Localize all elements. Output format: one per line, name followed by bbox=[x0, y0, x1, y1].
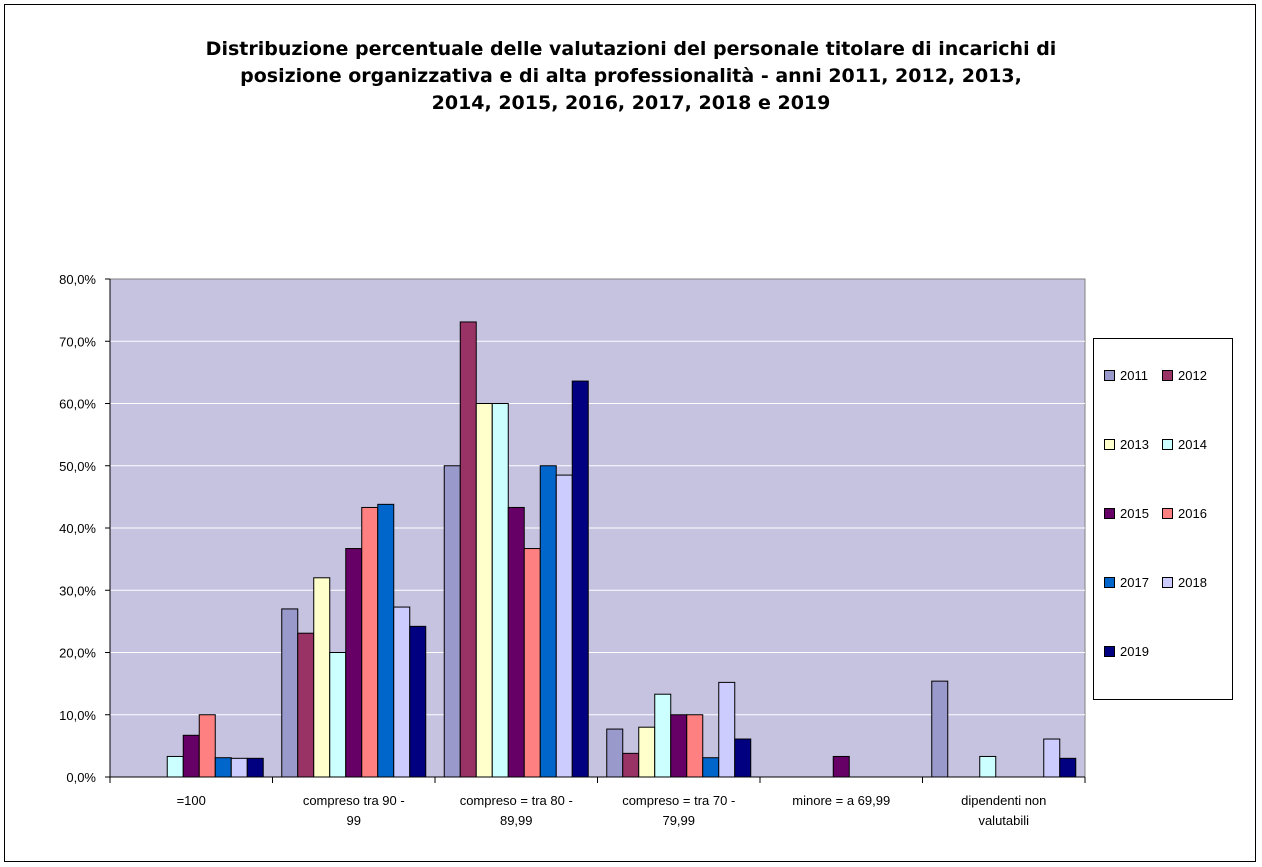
legend-item-2018: 2018 bbox=[1162, 575, 1207, 590]
legend-item-2019: 2019 bbox=[1104, 644, 1149, 659]
y-tick-label: 70,0% bbox=[59, 334, 96, 349]
bar-2016 bbox=[523, 548, 541, 778]
legend-label: 2019 bbox=[1120, 644, 1149, 659]
legend-swatch bbox=[1104, 577, 1115, 588]
legend: 2011 2012 2013 2014 2015 2016 2017 2018 2019 bbox=[1093, 338, 1233, 700]
bar-2019 bbox=[1059, 757, 1077, 778]
bar-2014 bbox=[979, 755, 997, 778]
bar-2018 bbox=[718, 681, 736, 778]
legend-label: 2012 bbox=[1178, 368, 1207, 383]
bar-2017 bbox=[539, 465, 557, 778]
bar-2016 bbox=[361, 506, 379, 778]
legend-swatch bbox=[1162, 439, 1173, 450]
legend-label: 2015 bbox=[1120, 506, 1149, 521]
chart-title: Distribuzione percentuale delle valutazi… bbox=[205, 38, 1057, 114]
bar-2017 bbox=[377, 503, 395, 778]
y-tick-label: 20,0% bbox=[59, 646, 96, 661]
bar-2011 bbox=[931, 680, 949, 778]
bars bbox=[166, 321, 1077, 778]
bar-2018 bbox=[230, 757, 248, 778]
y-tick-label: 10,0% bbox=[59, 708, 96, 723]
legend-swatch bbox=[1104, 508, 1115, 519]
y-tick-label: 80,0% bbox=[59, 272, 96, 287]
legend-item-2015: 2015 bbox=[1104, 506, 1149, 521]
x-tick-label: valutabili bbox=[978, 813, 1029, 828]
bar-2019 bbox=[571, 380, 589, 778]
x-axis: =100 compreso tra 90 - 99 compreso = tra 80… bbox=[109, 776, 1086, 828]
bar-2012 bbox=[459, 321, 477, 778]
y-tick-label: 30,0% bbox=[59, 583, 96, 598]
bar-2019 bbox=[246, 757, 264, 778]
x-tick-label: =100 bbox=[177, 793, 206, 808]
legend-swatch bbox=[1104, 439, 1115, 450]
bar-2017 bbox=[214, 757, 232, 778]
legend-item-2016: 2016 bbox=[1162, 506, 1207, 521]
legend-label: 2016 bbox=[1178, 506, 1207, 521]
y-tick-label: 40,0% bbox=[59, 521, 96, 536]
y-tick-label: 60,0% bbox=[59, 397, 96, 412]
x-tick-label: 89,99 bbox=[500, 813, 533, 828]
x-tick-label: minore = a 69,99 bbox=[792, 793, 890, 808]
bar-2015 bbox=[507, 506, 525, 778]
x-tick-label: compreso = tra 70 - bbox=[622, 793, 735, 808]
gridlines bbox=[110, 340, 1085, 716]
bar-2011 bbox=[443, 465, 461, 778]
legend-swatch bbox=[1162, 508, 1173, 519]
legend-item-2011: 2011 bbox=[1104, 368, 1148, 383]
bar-2019 bbox=[734, 738, 752, 778]
x-tick-label: 79,99 bbox=[662, 813, 695, 828]
legend-swatch bbox=[1104, 646, 1115, 657]
bar-2014 bbox=[166, 755, 184, 778]
bar-2015 bbox=[182, 734, 200, 778]
legend-swatch bbox=[1162, 370, 1173, 381]
x-tick-label: dipendenti non bbox=[961, 793, 1046, 808]
legend-label: 2014 bbox=[1178, 437, 1207, 452]
legend-item-2014: 2014 bbox=[1162, 437, 1207, 452]
bar-2015 bbox=[670, 714, 688, 778]
x-tick-label: compreso tra 90 - bbox=[303, 793, 405, 808]
bar-2014 bbox=[654, 693, 672, 778]
x-tick-label: 99 bbox=[347, 813, 361, 828]
bar-2014 bbox=[491, 403, 509, 778]
bar-2018 bbox=[1043, 738, 1061, 778]
bar-2015 bbox=[345, 548, 363, 778]
bar-2018 bbox=[393, 606, 411, 778]
bar-2012 bbox=[622, 752, 640, 778]
bar-2015 bbox=[832, 755, 850, 778]
x-tick-label: compreso = tra 80 - bbox=[460, 793, 573, 808]
legend-item-2012: 2012 bbox=[1162, 368, 1207, 383]
bar-2013 bbox=[313, 577, 331, 778]
bar-2016 bbox=[686, 714, 704, 778]
bar-2013 bbox=[475, 403, 493, 778]
y-tick-label: 50,0% bbox=[59, 459, 96, 474]
bar-2013 bbox=[638, 726, 656, 778]
legend-item-2013: 2013 bbox=[1104, 437, 1149, 452]
legend-swatch bbox=[1104, 370, 1115, 381]
bar-2012 bbox=[297, 632, 315, 778]
bar-2019 bbox=[409, 625, 427, 778]
bar-2016 bbox=[198, 714, 216, 778]
bar-2011 bbox=[606, 728, 624, 778]
bar-2011 bbox=[281, 608, 299, 778]
legend-label: 2018 bbox=[1178, 575, 1207, 590]
legend-label: 2013 bbox=[1120, 437, 1149, 452]
bar-2018 bbox=[555, 474, 573, 778]
legend-swatch bbox=[1162, 577, 1173, 588]
bar-2017 bbox=[702, 757, 720, 778]
bar-2014 bbox=[329, 652, 347, 778]
legend-label: 2011 bbox=[1120, 368, 1148, 383]
y-tick-label: 0,0% bbox=[66, 770, 96, 785]
y-axis: 0,0% 10,0% 20,0% 30,0% 40,0% 50,0% 60,0% 70,0% 8… bbox=[59, 272, 111, 785]
legend-label: 2017 bbox=[1120, 575, 1149, 590]
legend-item-2017: 2017 bbox=[1104, 575, 1149, 590]
